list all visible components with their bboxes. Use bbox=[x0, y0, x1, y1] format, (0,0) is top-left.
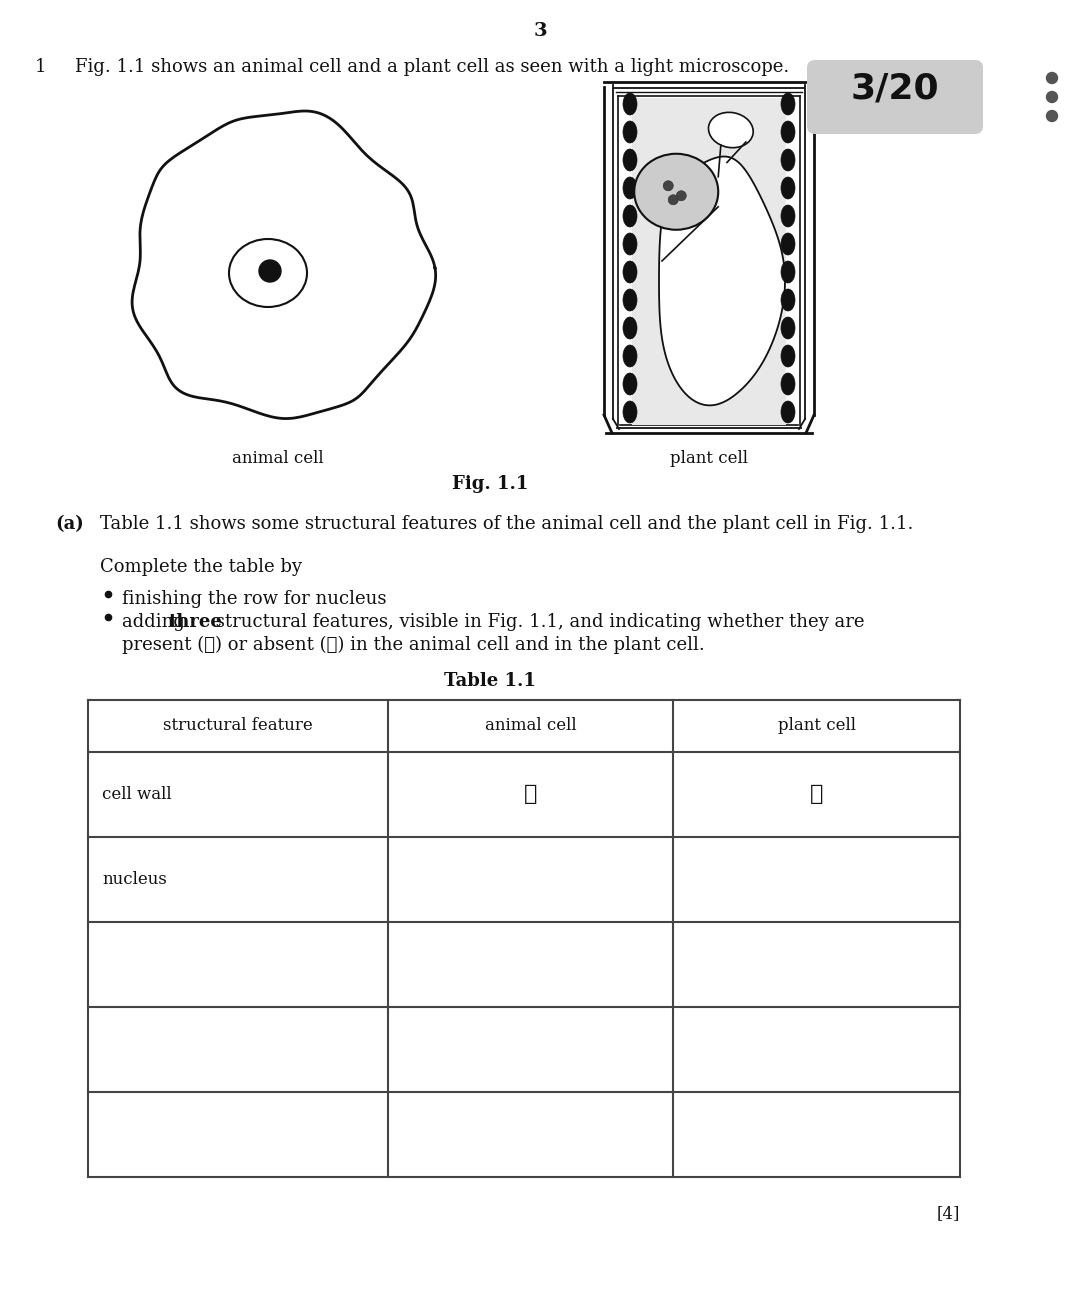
Text: animal cell: animal cell bbox=[232, 450, 324, 466]
Circle shape bbox=[1047, 111, 1057, 121]
Ellipse shape bbox=[623, 289, 637, 311]
FancyBboxPatch shape bbox=[807, 60, 983, 134]
Text: adding: adding bbox=[122, 612, 191, 631]
Text: Table 1.1 shows some structural features of the animal cell and the plant cell i: Table 1.1 shows some structural features… bbox=[100, 515, 914, 533]
Ellipse shape bbox=[781, 317, 795, 339]
Text: animal cell: animal cell bbox=[485, 718, 577, 735]
Text: ✓: ✓ bbox=[810, 783, 823, 805]
Ellipse shape bbox=[623, 261, 637, 283]
Text: 3/20: 3/20 bbox=[851, 72, 940, 106]
Circle shape bbox=[1047, 73, 1057, 83]
Text: Fig. 1.1 shows an animal cell and a plant cell as seen with a light microscope.: Fig. 1.1 shows an animal cell and a plan… bbox=[75, 59, 789, 76]
Ellipse shape bbox=[781, 149, 795, 171]
Text: plant cell: plant cell bbox=[670, 450, 748, 466]
Ellipse shape bbox=[229, 238, 307, 308]
Ellipse shape bbox=[781, 373, 795, 395]
Ellipse shape bbox=[781, 177, 795, 199]
Text: 1: 1 bbox=[35, 59, 46, 76]
Ellipse shape bbox=[623, 373, 637, 395]
Circle shape bbox=[259, 261, 281, 281]
Circle shape bbox=[1047, 91, 1057, 103]
Ellipse shape bbox=[781, 401, 795, 423]
Ellipse shape bbox=[623, 205, 637, 227]
Ellipse shape bbox=[781, 233, 795, 255]
Ellipse shape bbox=[781, 93, 795, 115]
Text: cell wall: cell wall bbox=[102, 786, 172, 803]
Ellipse shape bbox=[623, 317, 637, 339]
Text: three: three bbox=[168, 612, 222, 631]
Ellipse shape bbox=[623, 93, 637, 115]
Text: present (✓) or absent (✗) in the animal cell and in the plant cell.: present (✓) or absent (✗) in the animal … bbox=[122, 636, 705, 654]
Text: 3: 3 bbox=[534, 22, 546, 40]
Ellipse shape bbox=[623, 121, 637, 143]
Circle shape bbox=[663, 181, 673, 190]
Text: [4]: [4] bbox=[936, 1205, 960, 1222]
Text: (a): (a) bbox=[55, 515, 84, 533]
Text: plant cell: plant cell bbox=[778, 718, 855, 735]
Ellipse shape bbox=[781, 121, 795, 143]
Ellipse shape bbox=[623, 149, 637, 171]
Ellipse shape bbox=[634, 154, 718, 229]
Ellipse shape bbox=[708, 112, 753, 147]
Text: Table 1.1: Table 1.1 bbox=[444, 672, 536, 691]
Text: Complete the table by: Complete the table by bbox=[100, 558, 302, 576]
Text: structural features, visible in Fig. 1.1, and indicating whether they are: structural features, visible in Fig. 1.1… bbox=[210, 612, 864, 631]
Ellipse shape bbox=[781, 205, 795, 227]
Text: structural feature: structural feature bbox=[163, 718, 313, 735]
Ellipse shape bbox=[781, 289, 795, 311]
Ellipse shape bbox=[623, 233, 637, 255]
Text: finishing the row for nucleus: finishing the row for nucleus bbox=[122, 590, 387, 609]
Ellipse shape bbox=[623, 345, 637, 367]
Circle shape bbox=[676, 190, 686, 201]
Ellipse shape bbox=[781, 345, 795, 367]
Ellipse shape bbox=[781, 261, 795, 283]
Text: Fig. 1.1: Fig. 1.1 bbox=[451, 476, 528, 493]
Polygon shape bbox=[659, 156, 785, 405]
Text: nucleus: nucleus bbox=[102, 870, 167, 889]
Text: ✗: ✗ bbox=[524, 783, 537, 805]
Circle shape bbox=[669, 194, 678, 205]
Ellipse shape bbox=[623, 401, 637, 423]
FancyBboxPatch shape bbox=[632, 98, 786, 425]
Ellipse shape bbox=[623, 177, 637, 199]
